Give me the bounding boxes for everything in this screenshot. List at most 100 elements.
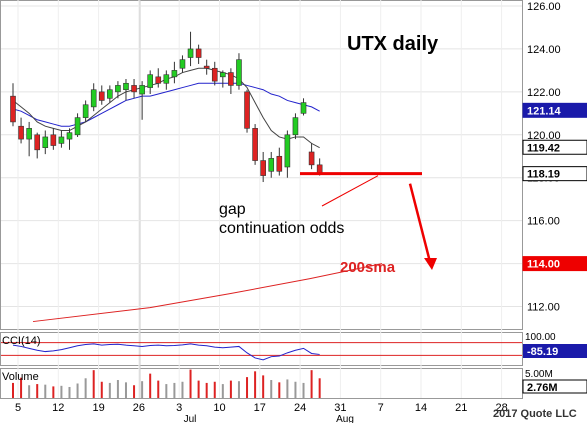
price-badge xyxy=(522,166,587,182)
volume-bar xyxy=(262,375,265,398)
volume-bar xyxy=(76,383,79,398)
volume-bar xyxy=(294,381,297,398)
candle-body xyxy=(171,70,178,78)
volume-bar xyxy=(149,373,152,398)
cci-value-badge xyxy=(523,344,587,358)
x-tick-label: 3 xyxy=(176,402,182,414)
x-tick-label: 31 xyxy=(334,402,346,414)
candle-body xyxy=(98,91,105,101)
down-arrow-head xyxy=(424,258,437,270)
candle-body xyxy=(203,65,210,69)
candle-body xyxy=(268,158,275,172)
volume-bar xyxy=(124,382,127,398)
volume-value-badge xyxy=(522,379,587,394)
annotations-overlay xyxy=(300,172,437,270)
candle-body xyxy=(236,59,242,86)
candle-body xyxy=(10,95,16,123)
candle-body xyxy=(26,128,32,140)
volume-panel-frame xyxy=(0,368,523,399)
candle-body xyxy=(131,85,137,93)
volume-bar xyxy=(100,381,103,398)
price-badge-text: 119.42 xyxy=(527,142,560,154)
candle-body xyxy=(50,134,57,146)
price-badge xyxy=(522,102,587,118)
gap-annotation-line2: continuation odds xyxy=(219,220,344,237)
volume-bar xyxy=(133,385,136,398)
cci-value-text: -85.19 xyxy=(527,346,558,358)
volume-bar xyxy=(44,384,47,398)
annotation-pointer-line xyxy=(321,175,379,207)
month-label: Jul xyxy=(184,414,197,423)
volume-bar xyxy=(157,380,160,398)
candle-body xyxy=(220,72,226,78)
volume-bar xyxy=(229,380,232,398)
price-badge xyxy=(522,256,587,272)
x-tick-label: 28 xyxy=(495,402,507,414)
copyright-text: 2017 Quote LLC xyxy=(493,408,577,420)
candle-body xyxy=(82,104,89,118)
candle-body xyxy=(163,74,170,84)
x-tick-label: 7 xyxy=(378,402,384,414)
volume-bar xyxy=(254,371,257,398)
x-tick-label: 17 xyxy=(254,402,266,414)
cci-top-tick: 100.00 xyxy=(525,332,556,343)
volume-bar xyxy=(173,382,176,398)
volume-label: Volume xyxy=(2,371,39,383)
price-tick-label: 126.00 xyxy=(527,1,561,13)
volume-bar xyxy=(52,386,55,398)
grid xyxy=(1,0,522,398)
price-badges: 121.14 119.42 118.19 114.00 xyxy=(522,102,587,272)
x-tick-label: 12 xyxy=(52,402,64,414)
sma200-label: 200sma xyxy=(340,259,396,276)
candle-body xyxy=(74,117,81,136)
volume-bar xyxy=(165,384,168,398)
candle-body xyxy=(147,74,153,88)
candle-body xyxy=(58,136,65,144)
price-tick-label: 124.00 xyxy=(527,44,561,56)
x-tick-label: 21 xyxy=(455,402,467,414)
volume-value-text: 2.76M xyxy=(527,382,558,394)
volume-bar xyxy=(60,385,63,398)
candle-body xyxy=(300,102,307,114)
candle-body xyxy=(316,164,323,174)
volume-bar xyxy=(221,384,224,398)
sma200-line xyxy=(32,263,383,323)
volume-bar xyxy=(318,378,321,398)
candle-body xyxy=(139,85,145,95)
price-tick-label: 112.00 xyxy=(527,302,560,314)
volume-bar xyxy=(28,385,31,398)
volume-bar xyxy=(310,370,313,398)
x-tick-label: 24 xyxy=(294,402,306,414)
volume-bar xyxy=(278,382,281,398)
candle-body xyxy=(155,76,162,84)
volume-bar xyxy=(237,381,240,398)
volume-bar xyxy=(141,381,144,398)
candle-body xyxy=(123,82,129,91)
x-axis: 5 12 19 26 3 10 17 24 31 7 14 21 28 Jul Aug xyxy=(15,402,508,425)
volume-bar xyxy=(20,377,23,398)
volume-bar xyxy=(286,379,289,398)
volume-bar xyxy=(197,380,200,398)
sma200-path xyxy=(32,263,383,323)
candle-body xyxy=(42,136,49,148)
candle-body xyxy=(292,117,299,136)
price-badge-text: 118.19 xyxy=(527,169,560,181)
candle-body xyxy=(90,89,97,108)
candle-body xyxy=(252,128,258,161)
cci-line xyxy=(12,343,320,361)
volume-bar xyxy=(68,386,71,398)
candle-body xyxy=(115,85,121,93)
candle-body xyxy=(211,67,218,82)
x-tick-label: 10 xyxy=(213,402,225,414)
x-tick-label: 19 xyxy=(92,402,104,414)
volume-bar xyxy=(36,384,39,398)
gap-annotation-line1: gap xyxy=(219,201,246,218)
volume-bar xyxy=(302,382,305,398)
candle-body xyxy=(260,160,266,176)
sma-slow-line xyxy=(12,82,320,127)
volume-bar xyxy=(108,382,111,398)
candle-body xyxy=(187,48,194,58)
candle-body xyxy=(66,132,73,140)
candle-body xyxy=(228,72,234,86)
